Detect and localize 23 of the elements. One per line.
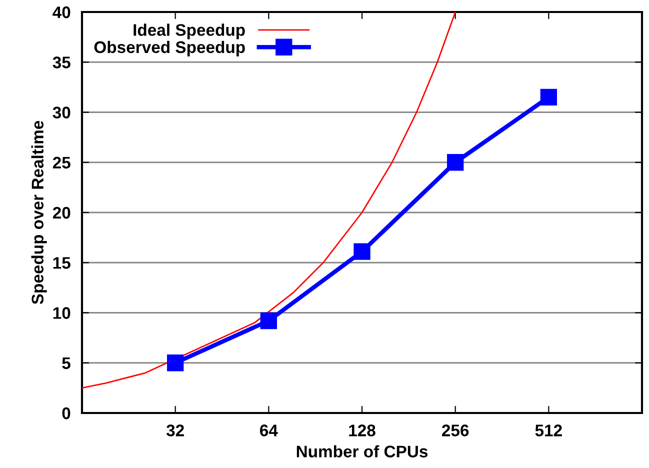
x-tick-label: 256 (442, 424, 469, 436)
point (354, 243, 370, 260)
y-axis-title: Speedup over Realtime (31, 120, 47, 304)
y-tick-label: 15 (53, 257, 70, 269)
y-tick-label: 20 (52, 206, 70, 219)
y-tick-label: 0 (62, 407, 70, 420)
point (167, 354, 184, 372)
legend-label: Observed Speedup (94, 40, 245, 56)
y-tick-label: 5 (62, 357, 70, 370)
point (540, 88, 557, 106)
x-tick-label: 64 (260, 424, 278, 436)
x-tick-label: 128 (349, 424, 376, 436)
y-tick-label: 40 (52, 6, 70, 18)
x-tick-label: 32 (166, 424, 184, 436)
x-tick-label: 512 (535, 424, 562, 436)
y-tick-label: 25 (52, 156, 70, 169)
y-tick-label: 35 (52, 56, 70, 68)
legend-label: Ideal Speedup (134, 24, 245, 40)
point (447, 154, 464, 171)
x-axis-title: Number of CPUs (296, 445, 428, 458)
y-tick-label: 10 (53, 307, 70, 319)
y-tick-label: 30 (52, 106, 70, 118)
point (260, 312, 277, 330)
